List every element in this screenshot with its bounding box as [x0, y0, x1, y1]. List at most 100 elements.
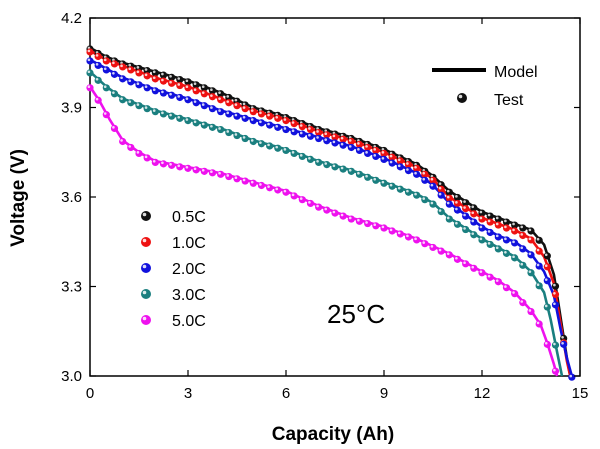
test-point-2.0C	[290, 128, 298, 136]
test-point-3.0C	[290, 149, 298, 158]
test-point-highlight	[495, 246, 499, 250]
test-point-highlight	[210, 94, 213, 97]
test-point-1.0C	[143, 72, 151, 80]
test-point-2.0C	[347, 143, 355, 152]
test-point-highlight	[193, 120, 197, 124]
x-tick-label: 6	[282, 385, 290, 402]
test-point-highlight	[161, 161, 164, 165]
test-point-2.0C	[102, 66, 110, 74]
test-point-2.0C	[568, 373, 576, 381]
test-point-highlight	[479, 237, 483, 241]
test-point-highlight	[487, 274, 491, 278]
test-point-3.0C	[380, 179, 388, 187]
legend-label-1.0C: 1.0C	[172, 235, 206, 252]
test-point-5.0C	[551, 367, 560, 375]
test-point-highlight	[381, 151, 385, 154]
test-point-5.0C	[208, 169, 217, 177]
test-point-3.0C	[135, 102, 143, 110]
test-point-highlight	[414, 165, 417, 169]
test-point-highlight	[479, 225, 483, 229]
test-point-3.0C	[143, 105, 151, 113]
test-point-1.0C	[119, 63, 127, 71]
test-point-3.0C	[184, 117, 192, 125]
test-point-1.0C	[494, 221, 502, 229]
test-point-2.0C	[355, 146, 364, 155]
test-point-5.0C	[143, 154, 151, 162]
test-point-highlight	[512, 291, 515, 294]
test-point-1.0C	[233, 102, 241, 110]
test-point-highlight	[169, 162, 172, 166]
test-point-highlight	[226, 130, 230, 133]
test-point-highlight	[536, 283, 540, 287]
test-point-highlight	[536, 263, 540, 267]
y-axis-label: Voltage (V)	[8, 149, 29, 247]
test-point-highlight	[136, 151, 140, 154]
test-point-highlight	[504, 237, 507, 241]
test-point-highlight	[201, 91, 205, 94]
test-point-3.0C	[543, 303, 551, 311]
test-point-5.0C	[339, 212, 347, 220]
test-point-highlight	[161, 78, 164, 82]
test-point-highlight	[487, 213, 491, 217]
test-point-5.0C	[396, 230, 404, 238]
test-point-2.0C	[208, 105, 217, 113]
test-point-2.0C	[519, 245, 527, 253]
test-point-highlight	[87, 49, 91, 53]
test-point-5.0C	[176, 163, 184, 171]
test-point-highlight	[259, 183, 262, 186]
test-point-5.0C	[404, 233, 413, 241]
test-point-5.0C	[437, 247, 445, 255]
test-point-2.0C	[494, 233, 502, 241]
test-point-3.0C	[266, 142, 274, 150]
test-point-highlight	[316, 204, 319, 208]
test-point-highlight	[332, 140, 336, 144]
test-point-highlight	[242, 115, 246, 119]
test-point-highlight	[512, 255, 515, 259]
legend-marker-highlight	[142, 212, 147, 217]
test-point-highlight	[406, 162, 409, 165]
test-point-highlight	[495, 234, 499, 238]
test-point-highlight	[128, 67, 132, 71]
test-point-highlight	[365, 221, 368, 224]
test-markers	[86, 45, 576, 381]
test-point-3.0C	[388, 182, 396, 190]
test-point-3.0C	[151, 108, 159, 116]
test-point-highlight	[95, 77, 99, 81]
test-point-3.0C	[168, 112, 176, 120]
test-point-5.0C	[217, 170, 225, 178]
test-point-3.0C	[494, 245, 502, 253]
test-point-5.0C	[494, 278, 502, 286]
test-point-5.0C	[519, 299, 527, 307]
test-point-highlight	[430, 183, 434, 187]
test-point-highlight	[152, 88, 156, 91]
test-point-highlight	[528, 270, 532, 273]
test-point-5.0C	[527, 307, 535, 316]
test-point-highlight	[348, 139, 352, 142]
test-point-5.0C	[445, 251, 453, 259]
test-point-highlight	[299, 131, 303, 135]
test-point-highlight	[152, 109, 156, 112]
test-point-2.0C	[298, 130, 306, 138]
test-point-highlight	[504, 219, 507, 223]
test-point-0.5C	[535, 236, 543, 244]
test-point-highlight	[544, 341, 548, 345]
test-point-2.0C	[135, 81, 143, 89]
test-point-3.0C	[102, 84, 110, 92]
test-point-highlight	[357, 148, 360, 151]
test-point-highlight	[438, 248, 442, 252]
test-point-highlight	[430, 177, 434, 181]
x-tick-label: 15	[572, 385, 589, 402]
test-point-highlight	[438, 209, 442, 212]
test-point-5.0C	[315, 203, 323, 211]
legend-marker-highlight	[142, 316, 147, 321]
test-point-5.0C	[306, 199, 315, 208]
test-point-highlight	[455, 256, 458, 260]
test-point-5.0C	[388, 227, 396, 235]
test-point-highlight	[144, 73, 148, 77]
test-point-2.0C	[192, 99, 200, 107]
test-point-highlight	[226, 100, 230, 103]
axis-ticks: 0 3 6 9 12 15 3.0 3.3 3.6 3.9 4.2	[61, 10, 588, 402]
test-point-5.0C	[298, 196, 306, 204]
test-point-1.0C	[110, 60, 119, 68]
x-tick-label: 12	[474, 385, 491, 402]
